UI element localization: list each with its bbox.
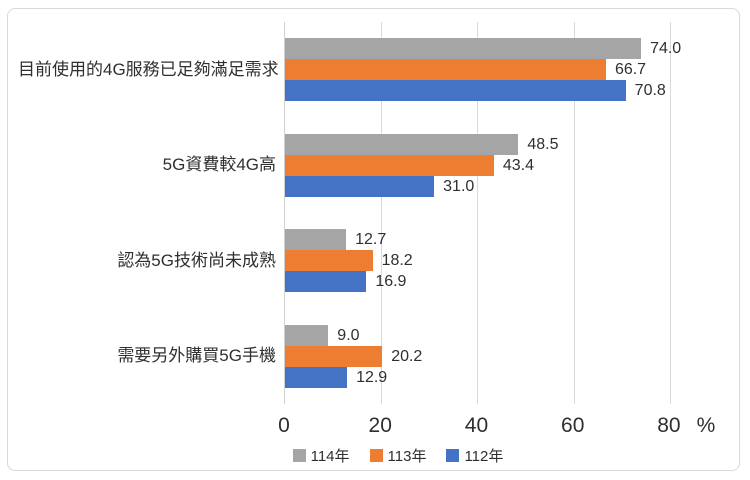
category-label: 認為5G技術尚未成熟 xyxy=(117,250,276,270)
legend-swatch xyxy=(446,448,460,462)
bar-value-label: 12.9 xyxy=(356,368,388,386)
x-axis-tick: 60 xyxy=(561,414,585,437)
bar xyxy=(285,366,348,388)
category-axis: 目前使用的4G服務已足夠滿足需求 5G資費較4G高認為5G技術尚未成熟 需要另外購買… xyxy=(18,22,279,404)
category-label: 需要另外購買5G手機 xyxy=(117,346,276,366)
bar-value-label: 18.2 xyxy=(381,252,413,270)
category-label: 5G資費較4G高 xyxy=(162,155,276,175)
gridline xyxy=(573,22,575,404)
bar-value-label: 43.4 xyxy=(502,156,534,174)
gridline xyxy=(477,22,479,404)
bar-value-label: 12.7 xyxy=(355,231,387,249)
category-label: 目前使用的4G服務已足夠滿足需求 xyxy=(18,59,279,79)
bar xyxy=(285,38,642,60)
bar-value-label: 66.7 xyxy=(614,61,647,79)
legend-swatch xyxy=(369,448,383,462)
plot-area: 74.0 66.7 70.8 48.5 43.4 31.0 12.7 18.2 16.9 9.0 2… xyxy=(284,22,694,404)
chart-frame: 目前使用的4G服務已足夠滿足需求 5G資費較4G高認為5G技術尚未成熟 需要另外購買… xyxy=(7,8,740,471)
x-axis-tick: 20 xyxy=(368,414,392,437)
gridline xyxy=(381,22,383,404)
bar-value-label: 70.8 xyxy=(634,82,666,100)
bar xyxy=(285,229,347,251)
legend-label: 114年 xyxy=(310,447,350,465)
gridline xyxy=(669,22,671,404)
bar xyxy=(285,324,329,346)
x-axis-tick: 80 xyxy=(657,414,681,437)
bar-value-label: 20.2 xyxy=(391,347,423,365)
bar-value-label: 74.0 xyxy=(650,40,682,58)
bar xyxy=(285,133,519,155)
x-axis-unit-label: % xyxy=(696,414,716,437)
bar-value-label: 48.5 xyxy=(527,135,559,153)
legend-item: 112年 xyxy=(446,445,503,466)
x-axis-tick: 40 xyxy=(464,414,489,437)
bar xyxy=(285,175,435,197)
bar xyxy=(285,271,367,293)
legend-label: 112年 xyxy=(464,447,504,465)
legend: 114年 113年 112年 xyxy=(98,443,698,467)
legend-swatch xyxy=(292,448,306,462)
bar xyxy=(285,345,383,367)
bar xyxy=(285,154,494,176)
bar xyxy=(285,80,626,102)
legend-item: 114年 xyxy=(292,445,350,466)
bar-value-label: 16.9 xyxy=(375,273,407,291)
x-axis-tick: 0 xyxy=(278,414,290,437)
bar xyxy=(285,59,606,81)
x-axis-ticks: % 0 20 40 60 80 xyxy=(278,412,724,440)
legend-item: 113年 xyxy=(369,445,427,466)
bar-value-label: 9.0 xyxy=(337,326,360,344)
bar xyxy=(285,250,373,272)
bar-value-label: 31.0 xyxy=(443,177,475,195)
legend-label: 113年 xyxy=(387,447,427,465)
